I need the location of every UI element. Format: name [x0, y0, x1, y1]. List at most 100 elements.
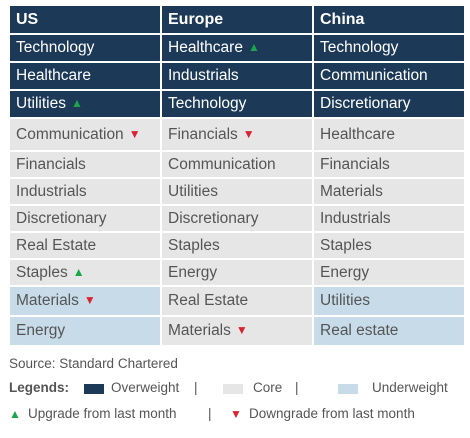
overweight-swatch	[84, 384, 104, 394]
sector-label: Healthcare	[16, 67, 91, 84]
cell-europe: Financials ▼	[162, 119, 312, 152]
cell-europe: Real Estate	[162, 287, 312, 317]
cell-europe: Healthcare ▲	[162, 35, 312, 63]
table-row: Industrials Utilities Materials	[10, 179, 464, 206]
cell-us: Real Estate	[10, 233, 160, 260]
cell-china: Discretionary	[314, 91, 464, 119]
cell-china: Real estate	[314, 317, 464, 347]
cell-europe: Industrials	[162, 63, 312, 91]
cell-china: Industrials	[314, 206, 464, 233]
legend-upgrade-label: Upgrade from last month	[28, 406, 177, 421]
cell-china: Financials	[314, 152, 464, 179]
cell-china: Healthcare	[314, 119, 464, 152]
sector-label: Energy	[16, 322, 66, 339]
sector-label: Industrials	[320, 209, 391, 227]
sector-label: Materials	[320, 182, 383, 200]
cell-us: Materials ▼	[10, 287, 160, 317]
sector-label: Financials	[320, 155, 390, 173]
sector-label: Real Estate	[168, 292, 249, 309]
sector-label: Utilities	[16, 95, 66, 112]
sector-label: Energy	[320, 263, 370, 281]
upgrade-triangle-icon: ▲	[247, 40, 260, 54]
sector-label: Communication	[320, 67, 428, 84]
legend-arrows: ▲ Upgrade from last month | ▼ Downgrade …	[9, 406, 464, 424]
table-row: Energy Materials ▼ Real estate	[10, 317, 464, 347]
downgrade-triangle-icon: ▼	[128, 126, 141, 141]
table-row: Discretionary Discretionary Industrials	[10, 206, 464, 233]
cell-us: Communication ▼	[10, 119, 160, 152]
table-row: Real Estate Staples Staples	[10, 233, 464, 260]
cell-europe: Technology	[162, 91, 312, 119]
legend-overweight-label: Overweight	[111, 380, 180, 395]
sector-label: Materials	[16, 292, 79, 309]
sector-label: Staples	[320, 236, 372, 254]
sector-label: Financials	[168, 125, 238, 143]
cell-us: Industrials	[10, 179, 160, 206]
upgrade-triangle-icon: ▲	[70, 96, 83, 110]
sector-label: Healthcare	[320, 125, 395, 143]
sector-label: Materials	[168, 322, 231, 339]
sector-allocation-table: US Europe China Technology Healthcare ▲ T…	[8, 6, 466, 347]
sector-label: Discretionary	[320, 95, 411, 112]
core-swatch	[223, 384, 243, 394]
source-note: Source: Standard Chartered	[9, 356, 178, 371]
cell-china: Energy	[314, 260, 464, 287]
legend-colors: Legends: Overweight | Core | Underweight	[9, 380, 464, 398]
sector-label: Communication	[168, 155, 276, 173]
cell-europe: Discretionary	[162, 206, 312, 233]
sector-label: Technology	[168, 95, 247, 112]
sector-label: Utilities	[320, 292, 370, 309]
cell-europe: Staples	[162, 233, 312, 260]
upgrade-triangle-icon: ▲	[72, 264, 85, 279]
cell-us: Utilities ▲	[10, 91, 160, 119]
sector-label: Energy	[168, 263, 218, 281]
table-row: Staples ▲ Energy Energy	[10, 260, 464, 287]
underweight-swatch	[338, 384, 358, 394]
cell-us: Discretionary	[10, 206, 160, 233]
header-china: China	[314, 6, 464, 35]
sector-label: Financials	[16, 155, 86, 173]
legend-underweight-label: Underweight	[372, 380, 448, 395]
sector-label: Staples	[16, 263, 68, 281]
cell-china: Staples	[314, 233, 464, 260]
sector-label: Real Estate	[16, 236, 97, 254]
legend-title: Legends:	[9, 380, 70, 395]
downgrade-triangle-icon: ▼	[235, 323, 248, 337]
cell-europe: Communication	[162, 152, 312, 179]
table-row: Technology Healthcare ▲ Technology	[10, 35, 464, 63]
sector-label: Discretionary	[16, 209, 107, 227]
legend-separator: |	[295, 380, 299, 395]
cell-china: Materials	[314, 179, 464, 206]
cell-us: Staples ▲	[10, 260, 160, 287]
header-europe: Europe	[162, 6, 312, 35]
sector-label: Technology	[16, 39, 95, 56]
downgrade-triangle-icon: ▼	[230, 407, 242, 421]
downgrade-triangle-icon: ▼	[83, 293, 96, 307]
cell-us: Financials	[10, 152, 160, 179]
legend-separator: |	[194, 380, 198, 395]
table-row: Utilities ▲ Technology Discretionary	[10, 91, 464, 119]
cell-us: Technology	[10, 35, 160, 63]
header-us: US	[10, 6, 160, 35]
table-row: Healthcare Industrials Communication	[10, 63, 464, 91]
cell-china: Utilities	[314, 287, 464, 317]
sector-label: Real estate	[320, 322, 399, 339]
cell-china: Technology	[314, 35, 464, 63]
table-row: Communication ▼ Financials ▼ Healthcare	[10, 119, 464, 152]
sector-label: Industrials	[16, 182, 87, 200]
sector-label: Discretionary	[168, 209, 259, 227]
cell-us: Energy	[10, 317, 160, 347]
cell-europe: Materials ▼	[162, 317, 312, 347]
header-row: US Europe China	[10, 6, 464, 35]
upgrade-triangle-icon: ▲	[9, 407, 21, 421]
legend-separator: |	[208, 406, 212, 421]
downgrade-triangle-icon: ▼	[242, 126, 255, 141]
sector-label: Industrials	[168, 67, 239, 84]
sector-label: Communication	[16, 125, 124, 143]
table-row: Materials ▼ Real Estate Utilities	[10, 287, 464, 317]
cell-europe: Energy	[162, 260, 312, 287]
cell-europe: Utilities	[162, 179, 312, 206]
table-row: Financials Communication Financials	[10, 152, 464, 179]
sector-label: Technology	[320, 39, 399, 56]
